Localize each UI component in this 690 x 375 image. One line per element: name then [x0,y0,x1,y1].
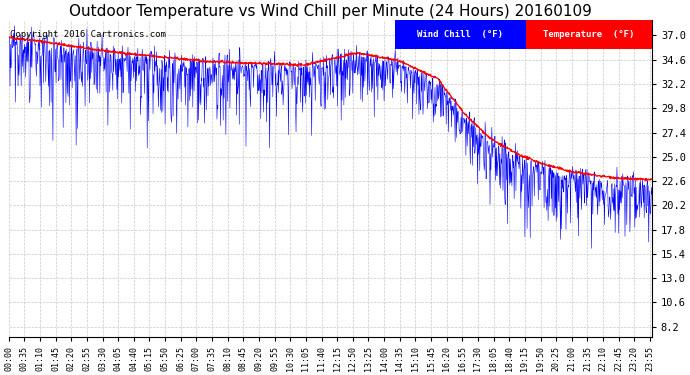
Text: Wind Chill  (°F): Wind Chill (°F) [417,30,504,39]
FancyBboxPatch shape [526,20,652,49]
Title: Outdoor Temperature vs Wind Chill per Minute (24 Hours) 20160109: Outdoor Temperature vs Wind Chill per Mi… [69,4,591,19]
Text: Copyright 2016 Cartronics.com: Copyright 2016 Cartronics.com [10,30,166,39]
Text: Temperature  (°F): Temperature (°F) [544,30,635,39]
FancyBboxPatch shape [395,20,526,49]
